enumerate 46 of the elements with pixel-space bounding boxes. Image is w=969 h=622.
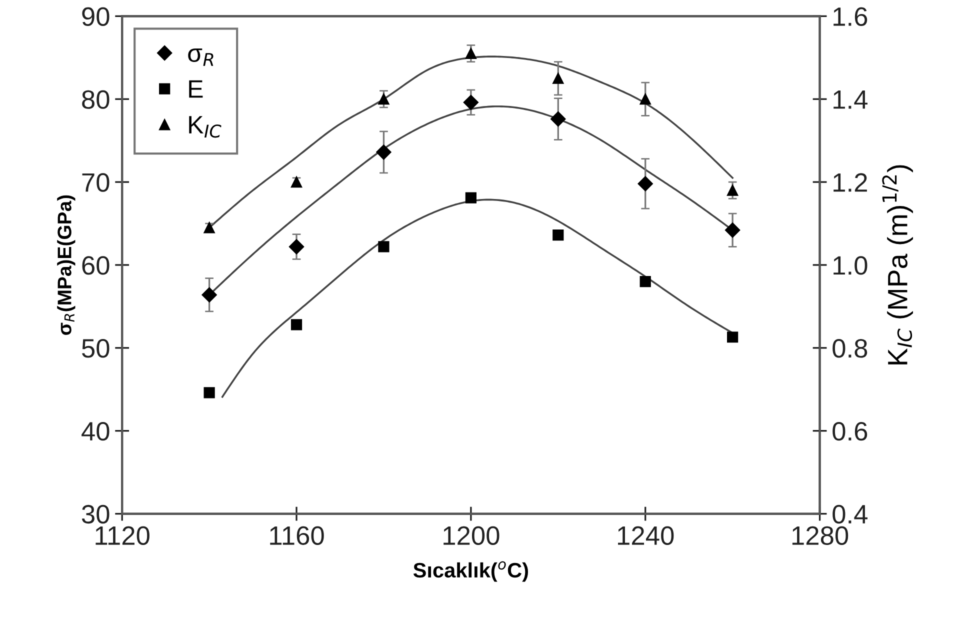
y-tick-label: 90 <box>82 7 110 26</box>
point <box>640 94 651 105</box>
point <box>640 276 651 288</box>
point <box>290 176 302 188</box>
x-tick-label: 1240 <box>618 526 674 545</box>
x-tick-label: 1280 <box>792 526 848 545</box>
point <box>552 72 564 84</box>
point <box>724 222 740 238</box>
point <box>204 222 215 234</box>
y-tick-label: 70 <box>82 173 110 192</box>
legend-label: σ$_{R}$ <box>188 48 214 66</box>
point <box>465 192 476 204</box>
point <box>288 239 304 254</box>
point <box>378 94 390 105</box>
point <box>465 48 476 60</box>
y-tick-label: 30 <box>82 504 110 524</box>
point <box>727 184 738 196</box>
point <box>290 319 302 330</box>
y2-axis-title: K$_{IC}$ (MPa (m)$^{1/2}$) <box>882 165 913 364</box>
point <box>376 144 392 160</box>
legend-label: K$_{IC}$ <box>189 116 222 138</box>
y-axis-title: σ$_{R}$(MPa)E(GPa) <box>57 195 76 335</box>
y-tick-label: 80 <box>82 90 110 109</box>
y2-tick-label: 1.2 <box>834 173 867 192</box>
y2-tick-label: 1.4 <box>834 90 868 109</box>
point <box>638 176 653 192</box>
x-tick-label: 1160 <box>270 526 324 545</box>
point <box>463 94 479 110</box>
y-tick-label: 40 <box>82 422 110 441</box>
legend-label: E <box>189 80 203 98</box>
y2-tick-label: 0.4 <box>832 504 868 524</box>
point <box>552 230 564 241</box>
x-tick-label: 1120 <box>96 526 150 545</box>
y-tick-label: 50 <box>82 339 110 358</box>
y2-tick-label: 1.6 <box>834 7 868 26</box>
y2-tick-label: 1.0 <box>834 256 868 275</box>
y2-tick-label: 0.8 <box>832 339 868 358</box>
point <box>727 332 738 343</box>
point <box>378 241 390 252</box>
x-tick-label: 1200 <box>444 526 500 545</box>
y2-tick-label: 0.6 <box>832 422 868 441</box>
y-tick-label: 60 <box>82 256 110 275</box>
point <box>202 287 217 302</box>
x-axis-title: Sıcaklık($^{o}$C) <box>413 561 528 582</box>
point <box>550 111 566 127</box>
point <box>204 387 215 398</box>
